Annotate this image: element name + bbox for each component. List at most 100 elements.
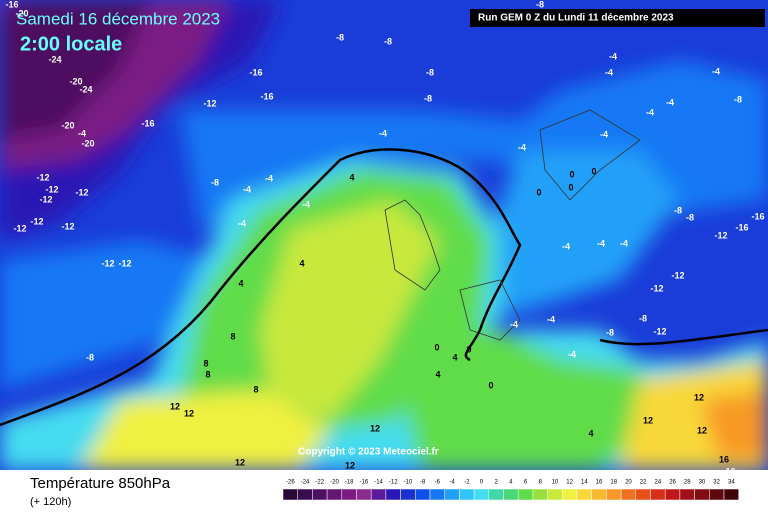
copyright: Copyright © 2023 Meteociel.fr bbox=[298, 447, 439, 458]
colorbar-swatch bbox=[429, 488, 445, 501]
colorbar-swatch bbox=[709, 488, 725, 501]
temperature-label: 8 bbox=[230, 331, 235, 341]
colorbar-swatch bbox=[356, 488, 372, 501]
footer-title: Température 850hPa bbox=[30, 475, 171, 492]
colorbar-swatch bbox=[503, 488, 519, 501]
colorbar-swatch bbox=[326, 488, 343, 501]
colorbar-label: -2 bbox=[464, 480, 470, 486]
colorbar-label: 6 bbox=[524, 480, 528, 486]
colorbar-swatch bbox=[650, 488, 666, 501]
colorbar-label: -22 bbox=[315, 480, 324, 486]
temperature-label: 12 bbox=[345, 460, 355, 470]
temperature-label: -16 bbox=[260, 91, 273, 101]
coastline bbox=[384, 109, 641, 341]
run-info: Run GEM 0 Z du Lundi 11 décembre 2023 bbox=[478, 13, 674, 24]
colorbar-swatch bbox=[547, 488, 563, 501]
temperature-label: -4 bbox=[265, 173, 273, 183]
temperature-label: 16 bbox=[719, 454, 729, 464]
temperature-label: -4 bbox=[518, 142, 526, 152]
colorbar-swatch bbox=[664, 488, 681, 501]
temperature-label: -12 bbox=[75, 187, 88, 197]
temperature-label: 0 bbox=[536, 187, 541, 197]
colorbar-swatch bbox=[297, 488, 313, 501]
temperature-label: 4 bbox=[238, 278, 243, 288]
temperature-label: 4 bbox=[435, 369, 440, 379]
temperature-label: -8 bbox=[734, 94, 742, 104]
temperature-label: -4 bbox=[243, 184, 251, 194]
colorbar: -26 -24 -22 -20 -18 -16 -14 -12 -10 -8 -6 -4 -2 0 2 4 6 8… bbox=[282, 480, 739, 501]
temperature-label: 4 bbox=[452, 352, 457, 362]
temperature-label: -8 bbox=[424, 93, 432, 103]
temperature-label: -12 bbox=[671, 270, 684, 280]
map: -16-20-8 -8-8-24-20-24-16 -8-4-4-12-16 -8-4… bbox=[0, 0, 768, 476]
temperature-label: -4 bbox=[238, 218, 246, 228]
temperature-label: -8 bbox=[86, 352, 94, 362]
temperature-label: -20 bbox=[15, 8, 28, 18]
colorbar-label: -12 bbox=[389, 480, 398, 486]
colorbar-label: 12 bbox=[566, 480, 573, 486]
temperature-label: -8 bbox=[686, 212, 694, 222]
footer-subtitle: (+ 120h) bbox=[30, 496, 71, 508]
temperature-label: -4 bbox=[562, 241, 570, 251]
temperature-label: -4 bbox=[510, 319, 518, 329]
colorbar-swatch bbox=[444, 488, 460, 501]
temperature-label: -20 bbox=[61, 120, 74, 130]
colorbar-label: -26 bbox=[286, 480, 295, 486]
time: 2:00 locale bbox=[20, 33, 122, 55]
temperature-label: 0 bbox=[434, 342, 439, 352]
colorbar-label: -8 bbox=[420, 480, 426, 486]
temperature-label: -8 bbox=[384, 36, 392, 46]
temperature-label: -16 bbox=[249, 67, 262, 77]
temperature-label: 0 bbox=[591, 166, 596, 176]
temperature-label: 12 bbox=[184, 408, 194, 418]
colorbar-swatch bbox=[591, 488, 607, 501]
temperature-label: 0 bbox=[568, 182, 573, 192]
colorbar-label: 8 bbox=[539, 480, 543, 486]
temperature-label: -4 bbox=[379, 128, 387, 138]
colorbar-swatch bbox=[370, 488, 387, 501]
temperature-label: -4 bbox=[666, 97, 674, 107]
colorbar-label: 22 bbox=[640, 480, 647, 486]
temperature-label: 0 bbox=[488, 380, 493, 390]
map-labels: -16-20-8 -8-8-24-20-24-16 -8-4-4-12-16 -8-4… bbox=[5, 0, 764, 476]
colorbar-label: 30 bbox=[699, 480, 706, 486]
temperature-label: -8 bbox=[211, 177, 219, 187]
colorbar-swatch bbox=[312, 488, 328, 501]
temperature-label: -4 bbox=[597, 238, 605, 248]
colorbar-swatch bbox=[606, 488, 622, 501]
colorbar-swatch bbox=[723, 488, 739, 501]
temperature-label: -24 bbox=[79, 84, 92, 94]
temperature-label: 12 bbox=[643, 415, 653, 425]
colorbar-swatch bbox=[459, 488, 475, 501]
temperature-label: -12 bbox=[118, 258, 131, 268]
temperature-label: 12 bbox=[697, 425, 707, 435]
temperature-label: 4 bbox=[299, 258, 304, 268]
colorbar-label: -4 bbox=[449, 480, 455, 486]
colorbar-swatch bbox=[385, 488, 401, 501]
zero-isotherm bbox=[0, 148, 768, 427]
colorbar-label: 16 bbox=[596, 480, 603, 486]
temperature-label: -12 bbox=[714, 230, 727, 240]
temperature-label: -12 bbox=[101, 258, 114, 268]
colorbar-swatch bbox=[341, 488, 357, 501]
temperature-label: -8 bbox=[606, 327, 614, 337]
colorbar-label: 24 bbox=[655, 480, 662, 486]
temperature-label: 0 bbox=[466, 344, 471, 354]
colorbar-swatch bbox=[635, 488, 651, 501]
temperature-label: -4 bbox=[712, 66, 720, 76]
temperature-label: 12 bbox=[235, 457, 245, 467]
temperature-label: -12 bbox=[650, 283, 663, 293]
colorbar-label: -10 bbox=[404, 480, 413, 486]
temperature-label: -20 bbox=[81, 138, 94, 148]
temperature-label: -12 bbox=[61, 221, 74, 231]
temperature-label: -8 bbox=[674, 205, 682, 215]
colorbar-label: 10 bbox=[552, 480, 559, 486]
colorbar-label: -16 bbox=[360, 480, 369, 486]
colorbar-label: -14 bbox=[374, 480, 383, 486]
temperature-label: -8 bbox=[639, 313, 647, 323]
temperature-label: -12 bbox=[39, 194, 52, 204]
temperature-label: -12 bbox=[203, 98, 216, 108]
temperature-label: -20 bbox=[69, 76, 82, 86]
temperature-label: 12 bbox=[370, 423, 380, 433]
